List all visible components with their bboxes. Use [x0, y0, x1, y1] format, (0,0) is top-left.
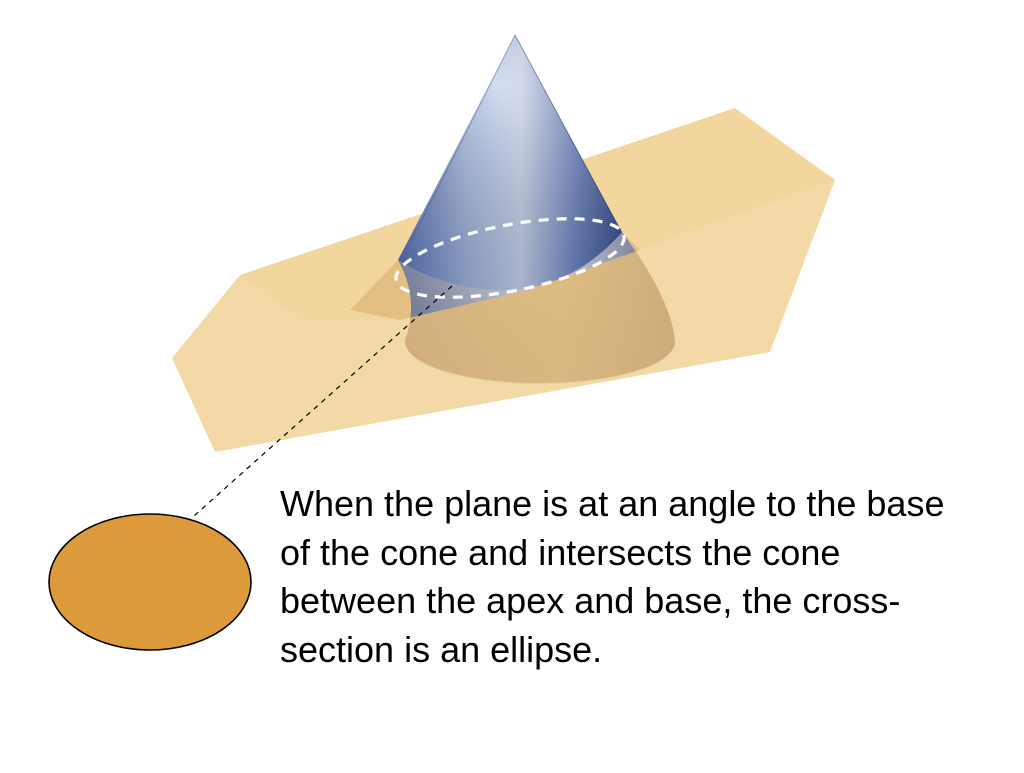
result-ellipse-shape — [49, 514, 251, 650]
caption-text: When the plane is at an angle to the bas… — [280, 480, 960, 674]
